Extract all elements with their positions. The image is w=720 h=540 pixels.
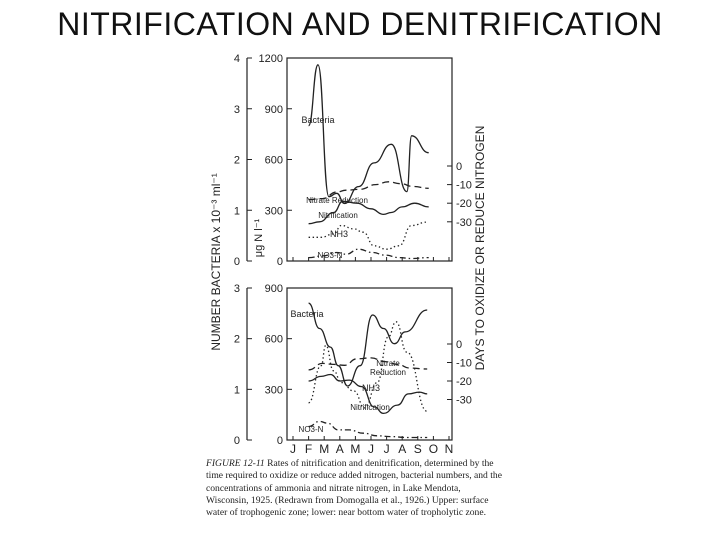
slide-title: NITRIFICATION AND DENITRIFICATION [57, 6, 663, 42]
n-tick-label: 900 [265, 283, 283, 295]
month-label: A [398, 442, 406, 456]
plot-frame-lower [286, 287, 453, 441]
plot-frame-upper [286, 57, 453, 262]
month-label: M [350, 442, 360, 456]
days-tick-label: -30 [456, 395, 472, 407]
bacteria-tick-label: 0 [234, 256, 240, 268]
annotation-label: Bacteria [301, 115, 334, 125]
month-label: J [290, 442, 296, 456]
bacteria-tick-label: 1 [234, 205, 240, 217]
annotation-label: NH3 [330, 229, 348, 239]
annotation-label: NO3-N [299, 425, 324, 434]
series-line-bacteria-upper [307, 64, 429, 205]
n-tick-label: 300 [265, 205, 283, 217]
month-label: N [445, 442, 454, 456]
bacteria-tick-label: 3 [234, 104, 240, 116]
series-line-no3-n-lower [308, 420, 428, 439]
month-label: J [384, 442, 390, 456]
series-line-nh3-upper [308, 221, 428, 250]
month-label: O [429, 442, 438, 456]
bacteria-tick-label: 4 [234, 53, 240, 65]
n-tick-label: 0 [277, 435, 283, 447]
annotation-label: Nitrification [350, 403, 390, 412]
days-tick-label: 0 [456, 339, 462, 351]
bacteria-tick-label: 3 [234, 283, 240, 295]
annotation-label: Nitrate [376, 359, 400, 368]
days-tick-label: 0 [456, 161, 462, 173]
n-tick-label: 0 [277, 256, 283, 268]
series-line-nitrate-reduction-lower [308, 357, 428, 371]
bacteria-tick-label: 2 [234, 334, 240, 346]
days-tick-label: -30 [456, 217, 472, 229]
left-axis-title: NUMBER BACTERIA x 10⁻³ ml⁻¹ [209, 173, 223, 350]
month-label: J [368, 442, 374, 456]
caption-text: Rates of nitrification and denitrificati… [206, 458, 502, 519]
n-tick-label: 600 [265, 334, 283, 346]
annotation-label: Reduction [370, 368, 406, 377]
series-line-nitrate-reduction-upper [308, 181, 429, 201]
days-tick-label: -20 [456, 376, 472, 388]
days-tick-label: -10 [456, 180, 472, 192]
month-label: M [319, 442, 329, 456]
bacteria-tick-label: 1 [234, 384, 240, 396]
annotation-label: NH3 [362, 383, 380, 393]
days-tick-label: -20 [456, 198, 472, 210]
figure-caption: FIGURE 12-11 Rates of nitrification and … [206, 458, 502, 519]
annotation-label: Nitrate Reduction [306, 196, 368, 205]
series-line-nh3-lower [307, 321, 428, 412]
days-tick-label: -10 [456, 358, 472, 370]
bacteria-tick-label: 0 [234, 435, 240, 447]
month-label: F [305, 442, 312, 456]
month-label: S [414, 442, 422, 456]
n-tick-label: 600 [265, 155, 283, 167]
series-line-no3-n-upper [308, 248, 429, 260]
bacteria-tick-label: 2 [234, 155, 240, 167]
annotation-label: NO3-N [318, 251, 343, 260]
n-tick-label: 1200 [259, 53, 283, 65]
annotation-label: Bacteria [290, 309, 323, 319]
figure-label: FIGURE 12-11 [206, 458, 265, 469]
series-line-bacteria-lower [308, 302, 428, 387]
n-tick-label: 300 [265, 384, 283, 396]
month-label: A [336, 442, 344, 456]
series-line-nitrification-lower [308, 373, 428, 415]
series-line-nitrification-upper [308, 200, 429, 225]
annotation-label: Nitrification [318, 211, 358, 220]
mid-axis-title: μg N l⁻¹ [253, 218, 265, 257]
right-axis-title: DAYS TO OXIDIZE OR REDUCE NITROGEN [473, 126, 487, 371]
n-tick-label: 900 [265, 104, 283, 116]
